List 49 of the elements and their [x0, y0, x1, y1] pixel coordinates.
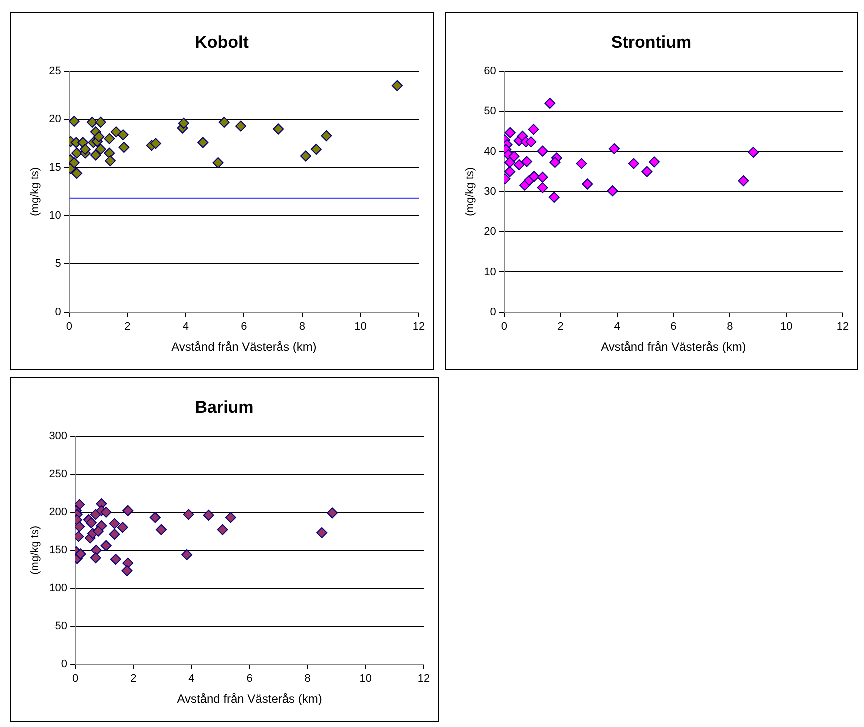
- x-axis-title: Avstånd från Västerås (km): [172, 340, 317, 354]
- y-tick-label: 0: [55, 306, 62, 318]
- chart-title: Strontium: [611, 32, 692, 52]
- y-tick-label: 100: [49, 582, 68, 594]
- x-tick-label: 4: [188, 673, 195, 686]
- y-tick-label: 30: [484, 186, 496, 198]
- x-tick-label: 12: [412, 321, 426, 334]
- x-tick-label: 12: [418, 673, 430, 686]
- y-tick-label: 25: [49, 65, 62, 78]
- x-tick-label: 12: [836, 321, 850, 334]
- y-tick-label: 150: [49, 544, 68, 556]
- chart-title: Kobolt: [195, 32, 250, 52]
- y-axis-title: (mg/kg ts): [30, 167, 42, 216]
- y-tick-label: 20: [484, 226, 496, 238]
- x-axis-title: Avstånd från Västerås (km): [601, 340, 746, 354]
- y-tick-label: 50: [55, 620, 68, 632]
- y-tick-label: 300: [49, 430, 68, 442]
- x-tick-label: 6: [246, 673, 253, 686]
- y-tick-label: 10: [484, 266, 496, 278]
- x-tick-label: 8: [727, 321, 734, 334]
- y-tick-label: 15: [49, 162, 62, 174]
- x-tick-label: 2: [124, 321, 131, 334]
- x-tick-label: 6: [241, 321, 248, 334]
- x-tick-label: 4: [182, 321, 190, 334]
- x-tick-label: 8: [299, 321, 306, 334]
- y-tick-label: 0: [490, 306, 496, 318]
- x-tick-label: 8: [304, 673, 311, 686]
- chart-title: Barium: [195, 398, 254, 417]
- x-tick-label: 0: [72, 673, 79, 686]
- y-tick-label: 200: [49, 506, 68, 518]
- y-tick-label: 40: [484, 146, 496, 158]
- y-axis-title: (mg/kg ts): [464, 167, 477, 216]
- y-tick-label: 20: [49, 114, 62, 126]
- y-tick-label: 10: [49, 210, 62, 222]
- x-tick-label: 10: [780, 321, 793, 334]
- x-tick-label: 2: [130, 673, 137, 686]
- x-tick-label: 10: [360, 673, 372, 686]
- x-tick-label: 6: [670, 321, 677, 334]
- y-tick-label: 60: [484, 65, 496, 78]
- x-tick-label: 2: [558, 321, 564, 334]
- y-tick-label: 0: [61, 658, 68, 670]
- x-tick-label: 10: [354, 321, 367, 334]
- y-tick-label: 5: [55, 258, 62, 270]
- y-tick-label: 250: [49, 468, 68, 480]
- x-tick-label: 4: [614, 321, 620, 334]
- y-axis-title: (mg/kg ts): [30, 526, 42, 575]
- y-tick-label: 50: [484, 106, 496, 118]
- x-tick-label: 0: [501, 321, 508, 334]
- x-axis-title: Avstånd från Västerås (km): [177, 692, 322, 706]
